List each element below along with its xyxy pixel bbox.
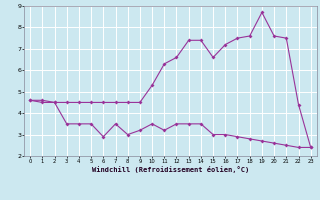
X-axis label: Windchill (Refroidissement éolien,°C): Windchill (Refroidissement éolien,°C) bbox=[92, 166, 249, 173]
